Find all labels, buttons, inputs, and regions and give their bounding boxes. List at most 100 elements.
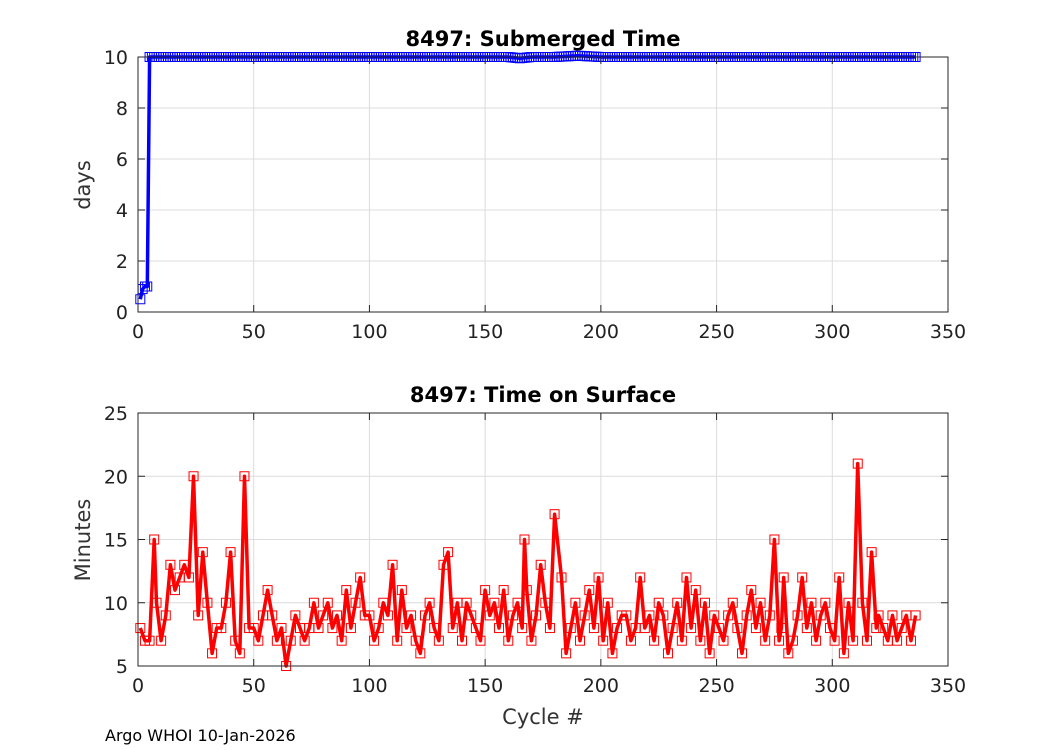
data-point-marker	[892, 635, 903, 646]
data-point-marker	[419, 610, 430, 621]
data-point-marker	[433, 635, 444, 646]
tick-labels: 0 50 100 150 200 250 300 350 5 10 15 20 25	[104, 403, 966, 697]
x-tick-label: 150	[467, 321, 503, 343]
data-point-marker	[579, 610, 590, 621]
y-tick-label: 2	[116, 251, 128, 273]
data-point-marker	[811, 635, 822, 646]
data-point-marker	[489, 597, 500, 608]
data-point-marker	[866, 547, 877, 558]
data-point-marker	[653, 597, 664, 608]
data-point-marker	[521, 585, 532, 596]
data-point-marker	[905, 635, 916, 646]
data-point-marker	[507, 610, 518, 621]
x-tick-label: 200	[583, 675, 619, 697]
data-point-marker	[183, 572, 194, 583]
data-point-marker	[887, 610, 898, 621]
data-point-marker	[588, 623, 599, 634]
data-point-marker	[878, 623, 889, 634]
y-axis-label: days	[71, 160, 95, 210]
data-point-marker	[639, 623, 650, 634]
x-tick-label: 300	[814, 321, 850, 343]
data-point-marker	[461, 597, 472, 608]
y-tick-label: 10	[104, 47, 128, 69]
data-point-marker	[843, 597, 854, 608]
data-point-marker	[792, 610, 803, 621]
data-point-marker	[470, 623, 481, 634]
plot-area	[138, 57, 948, 312]
data-point-marker	[741, 610, 752, 621]
data-point-marker	[429, 623, 440, 634]
x-tick-label: 150	[467, 675, 503, 697]
x-tick-label: 250	[698, 321, 734, 343]
data-point-marker	[764, 610, 775, 621]
x-tick-label: 200	[583, 321, 619, 343]
data-point-marker	[834, 572, 845, 583]
y-tick-label: 20	[104, 466, 128, 488]
data-point-marker	[723, 610, 734, 621]
data-point-marker	[253, 635, 264, 646]
y-tick-label: 0	[116, 302, 128, 324]
chart-title: 8497: Time on Surface	[410, 383, 676, 407]
y-tick-label: 15	[104, 530, 128, 552]
data-point-marker	[649, 635, 660, 646]
data-point-marker	[156, 635, 167, 646]
data-point-marker	[373, 623, 384, 634]
data-point-marker	[475, 635, 486, 646]
data-point-marker	[644, 610, 655, 621]
data-point-marker	[862, 635, 872, 646]
data-point-marker	[556, 572, 567, 583]
footer-credit: Argo WHOI 10-Jan-2026	[105, 726, 296, 745]
data-point-marker	[873, 610, 884, 621]
data-point-marker	[225, 547, 236, 558]
y-tick-label: 6	[116, 149, 128, 171]
data-point-marker	[700, 597, 710, 608]
data-point-marker	[443, 547, 454, 558]
x-tick-label: 100	[351, 675, 387, 697]
data-point-marker	[271, 635, 282, 646]
data-point-marker	[220, 597, 231, 608]
data-point-marker	[746, 585, 757, 596]
x-tick-label: 300	[814, 675, 850, 697]
data-point-marker	[396, 585, 407, 596]
x-tick-label: 100	[351, 321, 387, 343]
data-point-marker	[382, 610, 393, 621]
data-point-marker	[776, 623, 787, 634]
data-point-marker	[457, 635, 467, 646]
data-point-marker	[369, 635, 380, 646]
data-point-marker	[778, 572, 789, 583]
y-tick-label: 10	[104, 593, 128, 615]
data-point-marker	[593, 572, 604, 583]
data-point-marker	[262, 585, 273, 596]
data-point-marker	[561, 648, 572, 659]
data-point-marker	[852, 458, 863, 469]
data-point-marker	[322, 597, 333, 608]
data-point-marker	[350, 597, 361, 608]
data-point-marker	[239, 471, 250, 482]
data-point-marker	[774, 635, 785, 646]
data-point-marker	[299, 635, 310, 646]
data-point-marker	[378, 597, 389, 608]
data-point-marker	[824, 623, 835, 634]
data-point-marker	[806, 597, 817, 608]
data-point-marker	[149, 534, 160, 545]
data-point-marker	[732, 623, 743, 634]
data-point-marker	[207, 648, 218, 659]
data-point-marker	[364, 610, 375, 621]
data-point-marker	[584, 585, 595, 596]
data-point-marker	[248, 623, 259, 634]
data-point-marker	[519, 534, 530, 545]
data-point-marker	[503, 635, 514, 646]
data-point-marker	[165, 559, 176, 570]
data-point-marker	[625, 635, 636, 646]
data-point-marker	[332, 610, 343, 621]
data-point-marker	[755, 597, 766, 608]
data-point-marker	[179, 559, 190, 570]
data-point-marker	[602, 597, 613, 608]
data-point-marker	[188, 471, 199, 482]
data-point-marker	[612, 623, 623, 634]
data-point-marker	[635, 572, 646, 583]
data-point-marker	[308, 597, 319, 608]
data-point-marker	[801, 623, 812, 634]
data-point-marker	[709, 610, 720, 621]
data-point-marker	[336, 635, 347, 646]
